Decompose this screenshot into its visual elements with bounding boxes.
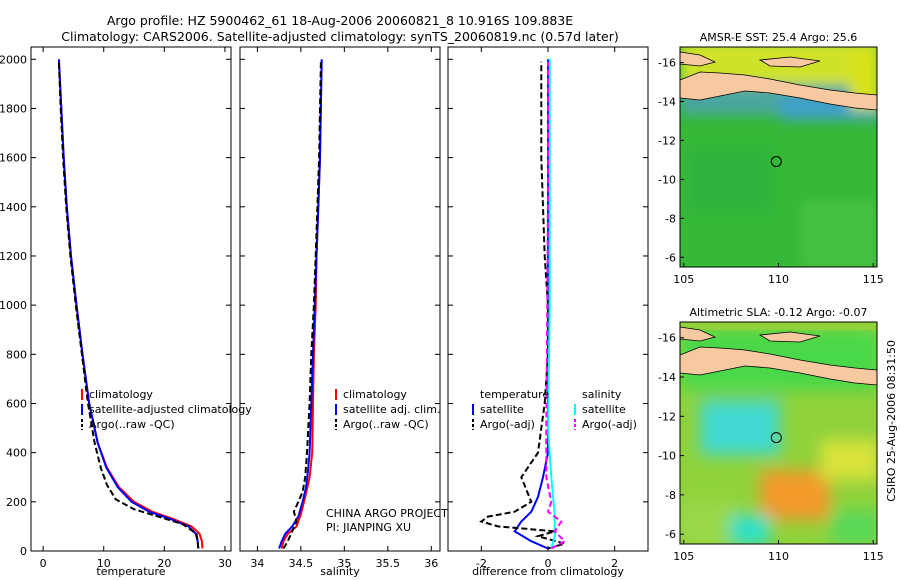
depth-tick-label: 200 <box>6 496 27 509</box>
java-island-sst <box>680 71 877 111</box>
kalimantan-coast-sla <box>758 331 821 343</box>
temperature-xtick-label: 10 <box>97 557 111 570</box>
depth-tick-label: 800 <box>6 348 27 361</box>
salinity-annotation-pi: PI: JIANPING XU <box>326 521 411 534</box>
figure-title-line2: Climatology: CARS2006. Satellite-adjuste… <box>61 29 619 44</box>
salinity-xtick-label: 34.5 <box>289 557 314 570</box>
temperature-series-line-0 <box>57 59 204 549</box>
depth-tick-label: 1000 <box>0 299 27 312</box>
sumatra-coast-sst <box>680 51 717 67</box>
salinity-xlabel: salinity <box>320 565 360 578</box>
salinity-series-line-2 <box>282 61 322 550</box>
depth-tick-label: 400 <box>6 447 27 460</box>
sst-map-ytick-label: -16 <box>658 57 676 70</box>
salinity-annotation-project: CHINA ARGO PROJECT <box>326 507 448 520</box>
temperature-xtick-label: 30 <box>218 557 232 570</box>
temperature-xlabel: temperature <box>96 565 165 578</box>
depth-tick-label: 2000 <box>0 53 27 66</box>
sla-map-xtick-label: 105 <box>673 550 694 563</box>
sla-map-ytick-label: -6 <box>665 528 676 541</box>
sla-map-ytick-label: -16 <box>658 332 676 345</box>
kalimantan-coast-sst <box>758 56 821 68</box>
depth-tick-label: 0 <box>20 545 27 558</box>
sla-map-ytick-label: -12 <box>658 410 676 423</box>
sst-map-xtick-label: 105 <box>673 273 694 286</box>
depth-tick-label: 1200 <box>0 250 27 263</box>
difference-legend-label-2: Argo(-adj) <box>480 418 535 431</box>
sst-map-title: AMSR-E SST: 25.4 Argo: 25.6 <box>700 31 858 44</box>
difference-series-line-2 <box>546 59 556 549</box>
difference-legend-label-1: satellite <box>480 403 524 416</box>
salinity-legend-label-0: climatology <box>343 388 407 401</box>
salinity-xtick-label: 35 <box>337 557 351 570</box>
difference-legend-heading-temperature: temperature <box>480 388 549 401</box>
difference-legend-label-5: Argo(-adj) <box>582 418 637 431</box>
csiro-credit: CSIRO 25-Aug-2006 08:31:50 <box>885 340 898 502</box>
salinity-legend-label-2: Argo(..raw -QC) <box>343 418 429 431</box>
difference-legend-heading-salinity: salinity <box>582 388 622 401</box>
sumatra-coast-sla <box>680 326 717 342</box>
temperature-series-line-2 <box>57 61 200 549</box>
sst-map-field <box>680 47 877 267</box>
sst-map-ytick-label: -8 <box>665 212 676 225</box>
salinity-xtick-label: 36 <box>424 557 438 570</box>
difference-series-line-1 <box>479 61 569 550</box>
sla-map-ytick-label: -8 <box>665 489 676 502</box>
depth-tick-label: 1800 <box>0 102 27 115</box>
sla-map-xtick-label: 110 <box>768 550 789 563</box>
salinity-xtick-label: 34 <box>250 557 264 570</box>
sla-map-title: Altimetric SLA: -0.12 Argo: -0.07 <box>690 306 868 319</box>
sst-map-argo-position-marker <box>770 156 782 168</box>
sst-map-xtick-label: 115 <box>863 273 884 286</box>
sla-map-argo-position-marker <box>770 432 782 444</box>
difference-xtick-label: 0 <box>545 557 552 570</box>
difference-legend-label-4: satellite <box>582 403 626 416</box>
salinity-axes-frame <box>239 46 441 552</box>
temperature-legend-label-0: climatology <box>89 388 153 401</box>
depth-tick-label: 1600 <box>0 152 27 165</box>
sst-map-ytick-label: -6 <box>665 251 676 264</box>
salinity-xtick-label: 35.5 <box>376 557 401 570</box>
difference-xtick-label: 2 <box>611 557 618 570</box>
java-island-sla <box>680 346 877 386</box>
sla-map-ytick-label: -10 <box>658 450 676 463</box>
temperature-xtick-label: 0 <box>40 557 47 570</box>
depth-tick-label: 600 <box>6 397 27 410</box>
difference-series-line-3 <box>545 61 567 550</box>
sla-map-ytick-label: -14 <box>658 371 676 384</box>
difference-xlabel: difference from climatology <box>472 565 624 578</box>
sla-map-xtick-label: 115 <box>863 550 884 563</box>
salinity-series-line-1 <box>278 59 323 549</box>
difference-series-line-0 <box>513 59 549 550</box>
salinity-legend-label-1: satellite adj. clim. <box>343 403 440 416</box>
temperature-xtick-label: 20 <box>157 557 171 570</box>
sst-map-xtick-label: 110 <box>768 273 789 286</box>
difference-xtick-label: -2 <box>476 557 487 570</box>
sst-map-ytick-label: -12 <box>658 134 676 147</box>
temperature-legend-label-1: satellite-adjusted climatology <box>89 403 252 416</box>
sla-map-field <box>680 322 877 544</box>
temperature-series-line-1 <box>57 59 200 549</box>
temperature-legend-label-2: Argo(..raw -QC) <box>89 418 175 431</box>
figure-title-line1: Argo profile: HZ 5900462_61 18-Aug-2006 … <box>106 13 574 28</box>
sst-map-ytick-label: -10 <box>658 173 676 186</box>
temperature-axes-frame <box>30 46 232 552</box>
sst-map-ytick-label: -14 <box>658 96 676 109</box>
depth-tick-label: 1400 <box>0 201 27 214</box>
